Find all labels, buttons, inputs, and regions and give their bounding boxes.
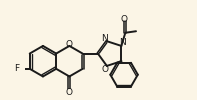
Text: O: O <box>66 88 73 96</box>
Text: N: N <box>119 38 125 47</box>
Text: N: N <box>101 34 108 43</box>
Text: F: F <box>14 64 19 73</box>
Text: O: O <box>66 40 73 49</box>
Text: O: O <box>101 65 108 74</box>
Text: O: O <box>120 14 127 24</box>
